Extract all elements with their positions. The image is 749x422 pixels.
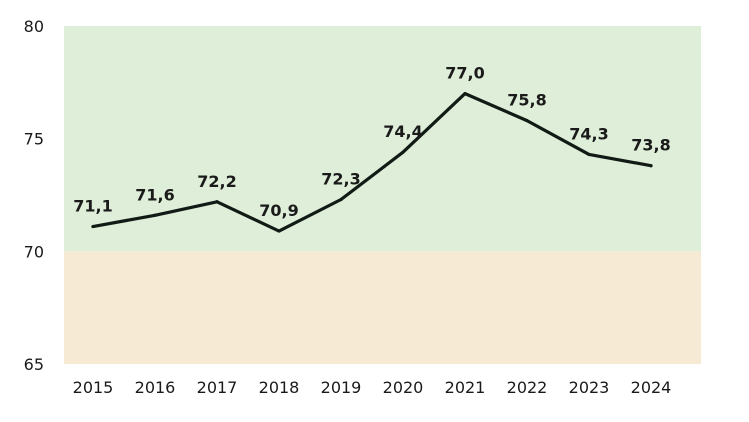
data-label: 72,3 — [321, 170, 360, 189]
x-tick-label: 2023 — [569, 378, 610, 397]
series-group — [91, 91, 653, 233]
data-point — [215, 200, 219, 204]
x-tick-label: 2021 — [445, 378, 486, 397]
band-1 — [64, 251, 701, 364]
data-label: 77,0 — [445, 64, 484, 83]
series-line — [91, 91, 653, 233]
data-point — [649, 164, 653, 168]
data-labels: 71,1 71,6 72,2 70,9 72,3 74,4 77,0 75,8 74,3 73,8 — [73, 64, 670, 220]
data-label: 71,6 — [135, 185, 174, 204]
data-point — [525, 119, 529, 123]
data-point — [339, 197, 343, 202]
data-point — [401, 150, 405, 154]
data-point — [91, 224, 95, 229]
y-axis: 65 70 75 80 — [24, 17, 44, 374]
data-point — [153, 213, 157, 217]
x-tick-label: 2018 — [259, 378, 300, 397]
data-label: 72,2 — [197, 172, 236, 191]
data-label: 74,3 — [569, 124, 608, 143]
x-tick-label: 2022 — [507, 378, 548, 397]
x-tick-label: 2017 — [197, 378, 238, 397]
x-tick-label: 2016 — [135, 378, 176, 397]
x-tick-label: 2020 — [383, 378, 424, 397]
data-label: 71,1 — [73, 197, 112, 216]
band-0 — [64, 26, 701, 252]
y-tick-label: 75 — [24, 130, 44, 149]
data-label: 70,9 — [259, 201, 298, 220]
x-tick-label: 2019 — [321, 378, 362, 397]
data-label: 73,8 — [631, 136, 670, 155]
x-axis: 2015 2016 2017 2018 2019 2020 2021 2022 2023 2024 — [73, 378, 672, 397]
y-tick-label: 80 — [24, 17, 44, 36]
x-tick-label: 2024 — [631, 378, 672, 397]
y-tick-label: 70 — [24, 242, 44, 261]
data-label: 75,8 — [507, 91, 546, 110]
background-bands — [64, 26, 701, 364]
data-point — [463, 92, 467, 96]
x-tick-label: 2015 — [73, 378, 114, 397]
y-tick-label: 65 — [24, 355, 44, 374]
data-label: 74,4 — [383, 122, 422, 141]
data-point — [587, 152, 591, 157]
data-point — [277, 229, 281, 233]
